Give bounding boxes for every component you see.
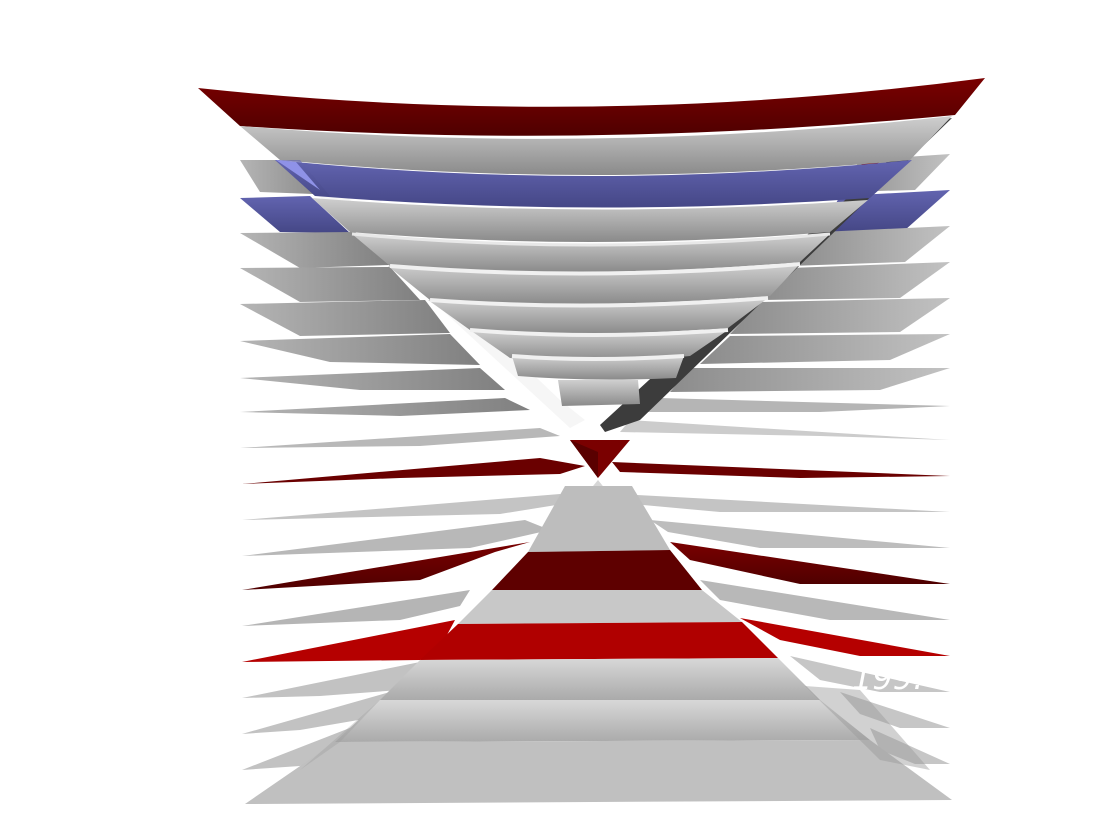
lower-band-red-dark (492, 550, 702, 590)
upper-band-6 (428, 298, 768, 334)
upper-band-7 (470, 330, 728, 362)
upper-band-5 (388, 264, 800, 305)
upper-band-8 (512, 356, 684, 380)
lower-band-8 (245, 740, 952, 804)
lower-left-slats (242, 494, 575, 770)
lower-band-7 (335, 700, 870, 742)
lower-right-red-slat (612, 462, 950, 478)
lower-right-slats (620, 494, 950, 764)
upper-left-slats (240, 160, 560, 448)
top-red-band (198, 78, 985, 136)
lower-band-4 (458, 590, 742, 624)
value-label: 199. (852, 659, 923, 697)
upper-band-blue (275, 160, 912, 208)
upper-band-1 (240, 116, 952, 175)
lower-band-2 (528, 486, 670, 552)
lower-left-red-slat (242, 458, 585, 484)
upper-band-3 (312, 198, 868, 242)
upper-band-9 (558, 380, 640, 406)
lower-band-6 (380, 658, 820, 700)
lower-band-red-bright (420, 622, 778, 660)
